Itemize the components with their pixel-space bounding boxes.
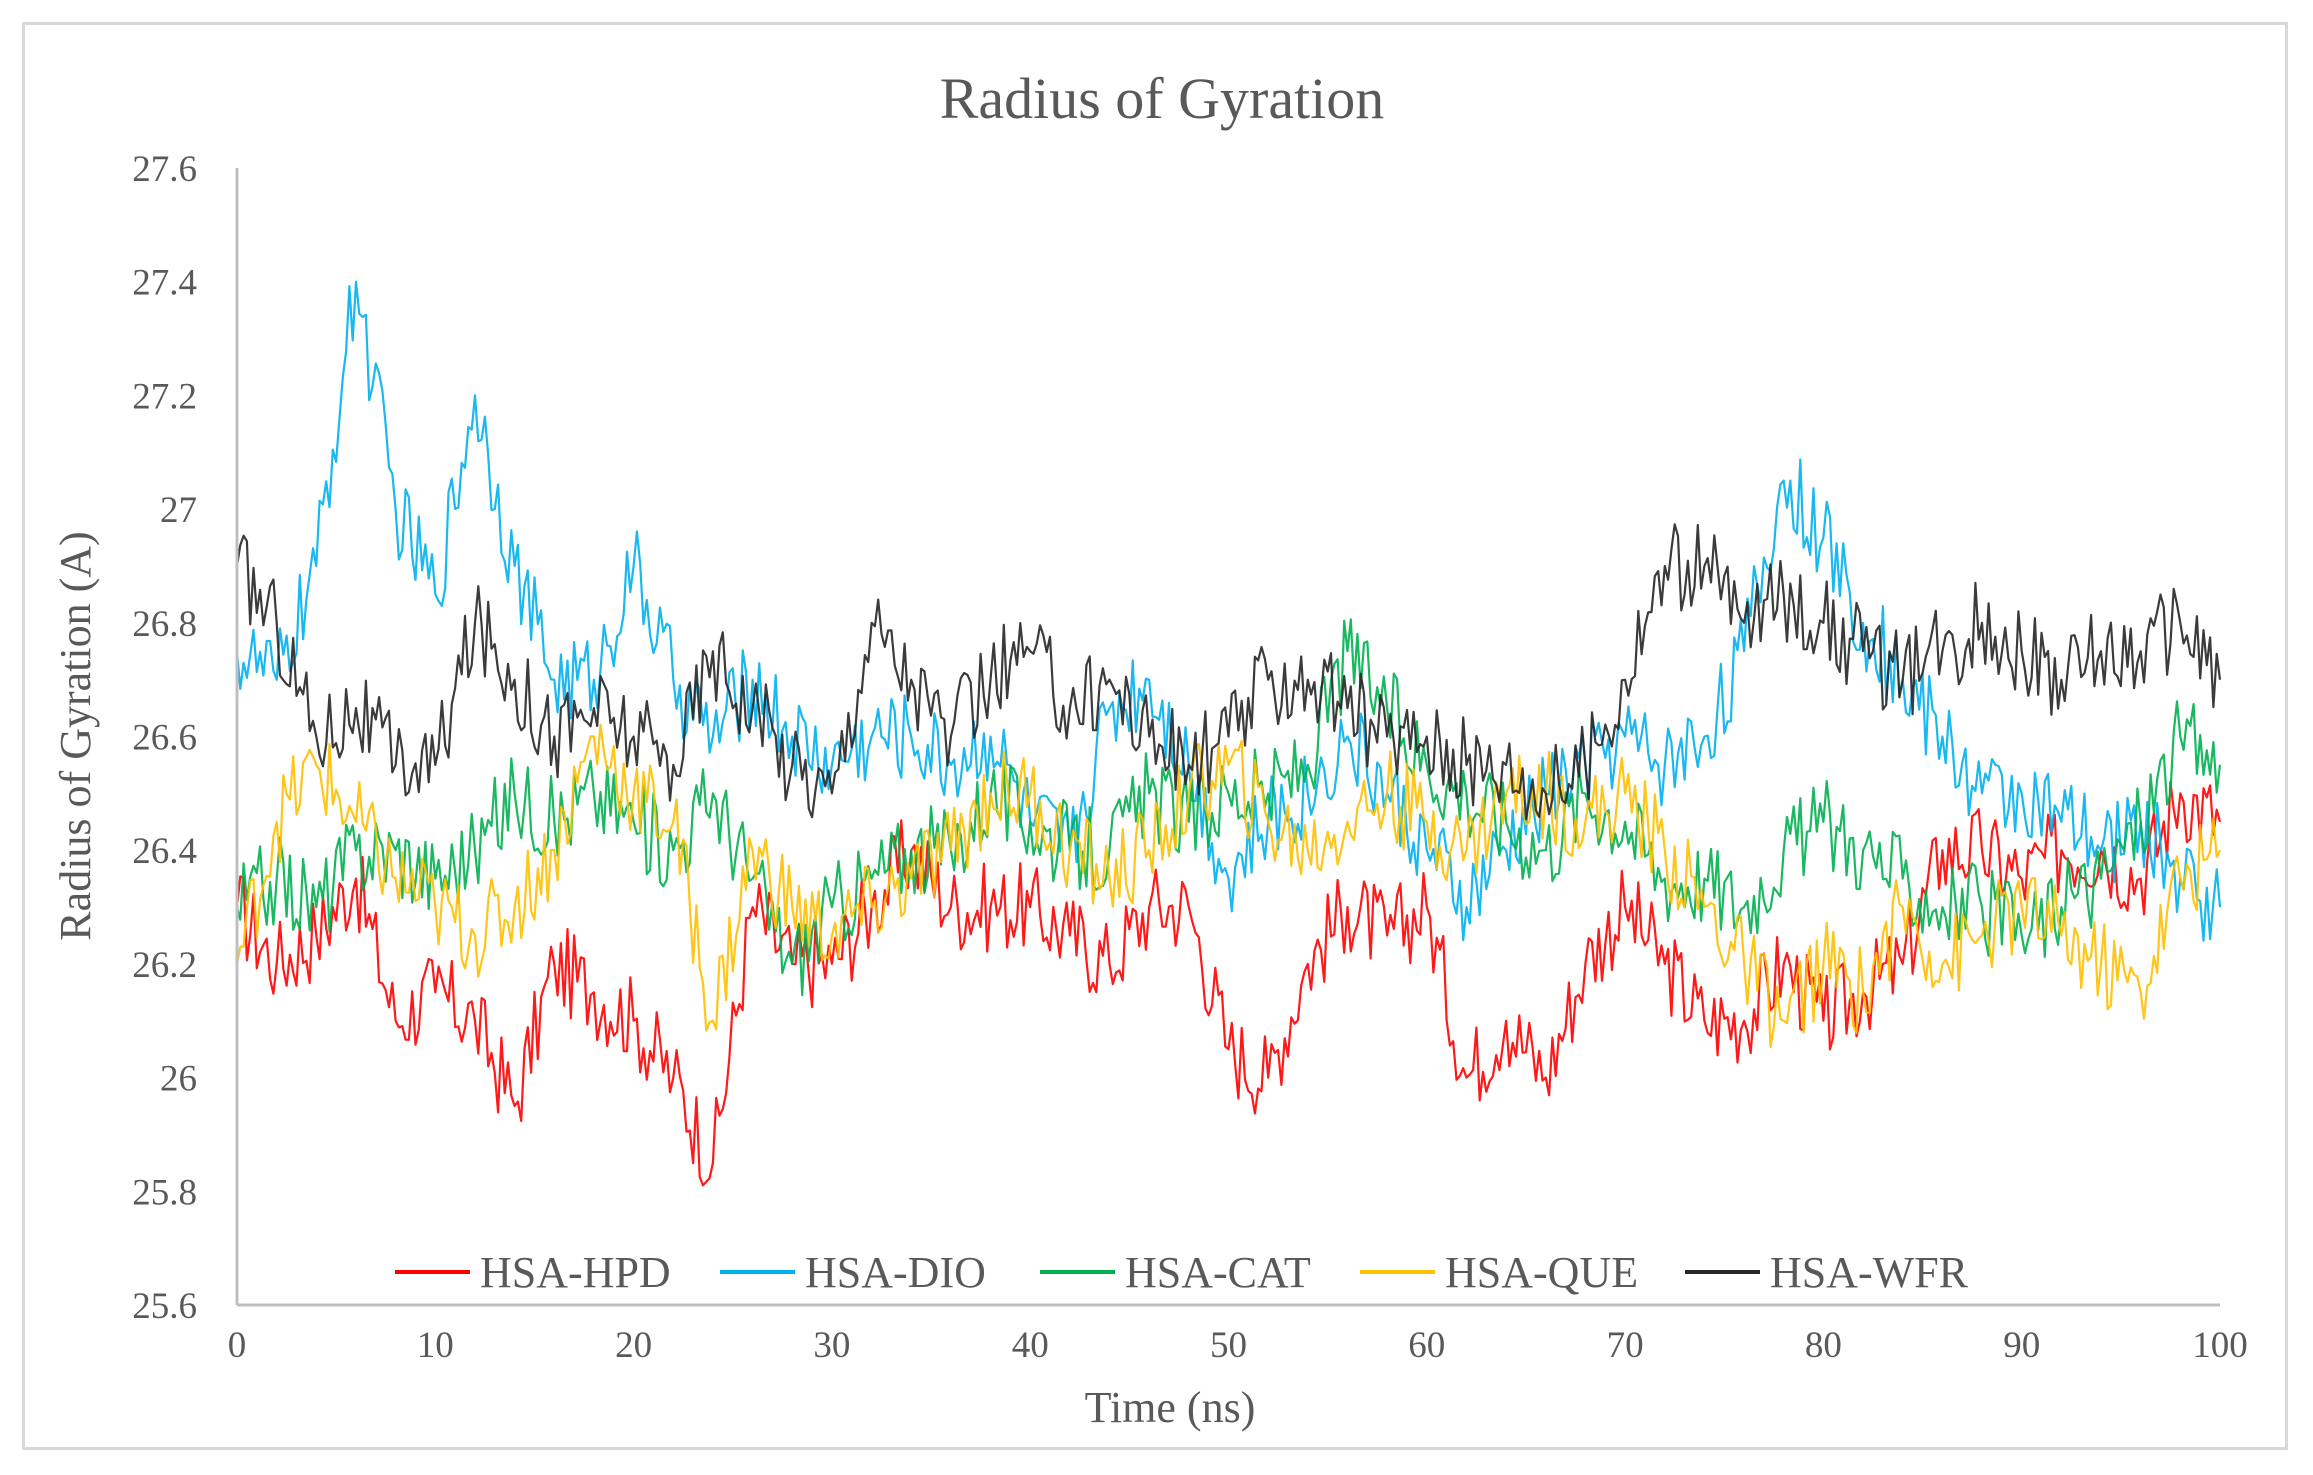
x-tick-label: 0 [228,1325,247,1366]
x-tick-label: 100 [2192,1325,2248,1366]
y-tick-label: 26.6 [132,718,197,759]
y-tick-label: 27.4 [132,263,197,304]
legend-label: HSA-HPD [480,1248,671,1297]
y-tick-label: 26.2 [132,945,197,986]
y-tick-label: 27.2 [132,376,197,417]
series-group [235,280,2222,1187]
x-tick-label: 20 [615,1325,652,1366]
x-tick-label: 70 [1607,1325,1644,1366]
y-tick-label: 27.6 [132,149,197,190]
x-tick-label: 30 [813,1325,850,1366]
chart-title: Radius of Gyration [940,66,1385,131]
x-tick-label: 90 [2003,1325,2040,1366]
legend-label: HSA-CAT [1125,1248,1311,1297]
legend: HSA-HPD HSA-DIO HSA-CAT HSA-QUE HSA-WFR [395,1248,1969,1297]
x-tick-label: 80 [1805,1325,1842,1366]
series-line-hsa-wfr [235,523,2222,821]
x-tick-labels: 0 10 20 30 40 50 60 70 80 90 100 [228,1325,2248,1366]
y-tick-labels: 25.6 25.8 26 26.2 26.4 26.6 26.8 27 27.2 27.4 27.6 [132,149,197,1327]
x-axis-label: Time (ns) [1085,1383,1256,1432]
x-tick-label: 40 [1012,1325,1049,1366]
y-tick-label: 25.8 [132,1172,197,1213]
series-line-hsa-que [235,723,2221,1049]
legend-label: HSA-WFR [1770,1248,1969,1297]
legend-label: HSA-QUE [1445,1248,1638,1297]
x-tick-label: 10 [417,1325,454,1366]
y-tick-label: 27 [160,490,197,531]
series-line-hsa-cat [235,618,2222,997]
plot-area: 25.6 25.8 26 26.2 26.4 26.6 26.8 27 27.2 27.4 27.6… [132,149,2248,1366]
x-tick-label: 60 [1408,1325,1445,1366]
series-line-hsa-dio [235,280,2222,942]
y-tick-label: 26.4 [132,831,197,872]
legend-label: HSA-DIO [805,1248,986,1297]
series-line-hsa-hpd [235,780,2222,1187]
x-tick-label: 50 [1210,1325,1247,1366]
y-tick-label: 26 [160,1059,197,1100]
y-tick-label: 26.8 [132,604,197,645]
y-tick-label: 25.6 [132,1286,197,1327]
y-axis-label: Radius of Gyration (A) [51,531,100,940]
